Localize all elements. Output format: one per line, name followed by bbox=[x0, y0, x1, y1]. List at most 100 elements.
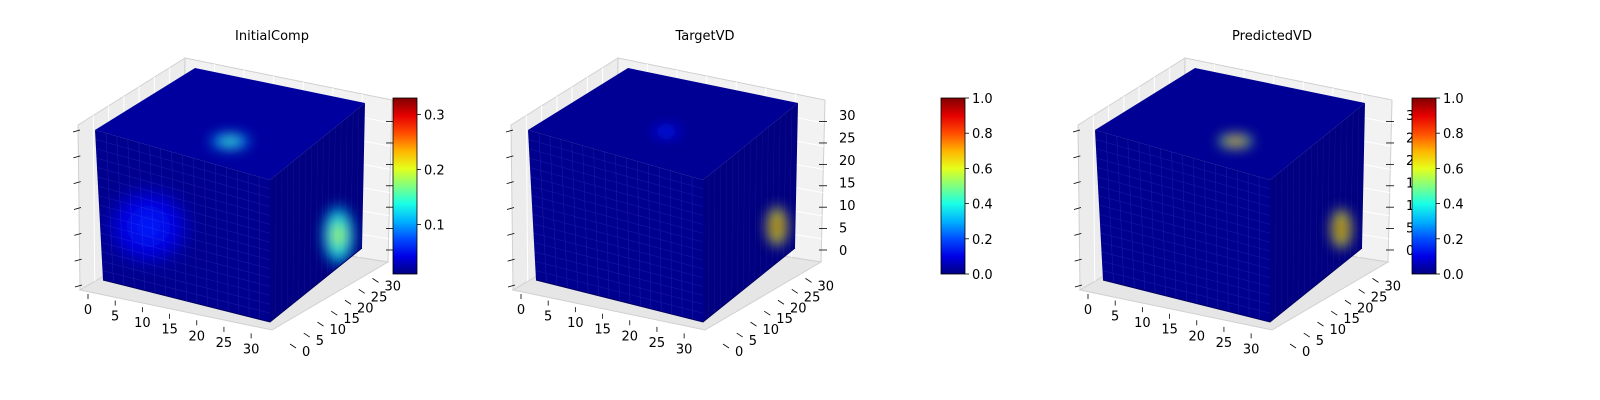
voxel-line bbox=[99, 223, 271, 270]
colorbar-tick-label: 0.0 bbox=[972, 268, 993, 283]
voxel-line bbox=[1100, 242, 1271, 287]
voxel-line bbox=[1097, 185, 1271, 234]
intensity-blob bbox=[97, 178, 200, 275]
grid-line bbox=[1092, 115, 1096, 282]
voxel-line bbox=[1116, 136, 1125, 286]
voxel-line bbox=[1182, 154, 1187, 302]
voxel-line bbox=[95, 139, 271, 190]
y-tick bbox=[289, 343, 297, 349]
voxel-line bbox=[528, 148, 704, 199]
z-tick-label: 5 bbox=[1406, 222, 1414, 237]
cube-edge bbox=[1102, 247, 1363, 323]
voxel-line bbox=[1247, 173, 1250, 317]
voxel-line bbox=[720, 165, 722, 309]
voxel-line bbox=[149, 145, 156, 294]
voxel-line bbox=[350, 112, 354, 258]
left-tick bbox=[74, 258, 82, 262]
voxel-line bbox=[1215, 164, 1219, 309]
left-tick bbox=[1074, 258, 1082, 262]
voxel-line bbox=[1292, 160, 1294, 304]
voxel-line bbox=[116, 136, 125, 286]
y-tick-label: 15 bbox=[1343, 312, 1360, 327]
y-tick-label: 10 bbox=[1330, 323, 1347, 338]
x-tick-label: 5 bbox=[1111, 310, 1119, 325]
colorbar-tick-label: 0.4 bbox=[1443, 198, 1464, 213]
colorbar-tick-label: 1.0 bbox=[972, 92, 993, 107]
intensity-blob bbox=[1327, 203, 1355, 255]
voxel-line bbox=[193, 158, 198, 304]
voxel-line bbox=[292, 160, 294, 304]
voxel-line bbox=[204, 161, 208, 307]
intensity-blob bbox=[204, 130, 256, 153]
voxel-line bbox=[1333, 127, 1336, 272]
voxel-line bbox=[95, 148, 271, 199]
z-tick-label: 10 bbox=[839, 199, 856, 214]
voxel-line bbox=[731, 155, 733, 299]
voxel-line bbox=[777, 117, 781, 262]
panel-initialcomp: InitialComp 0 5 10 15 20 25 30 0510152025300.10… bbox=[72, 29, 445, 360]
voxel-line bbox=[1095, 139, 1271, 190]
cube-face-front bbox=[528, 130, 703, 322]
left-tick bbox=[1072, 129, 1081, 133]
voxel-line bbox=[1098, 195, 1271, 243]
voxel-line bbox=[344, 117, 348, 262]
x-tick-label: 30 bbox=[243, 342, 260, 357]
colorbar: 0.0 0.2 0.4 0.6 0.8 1.0 bbox=[1411, 92, 1464, 283]
voxel-line bbox=[1350, 112, 1354, 258]
cube-face-front bbox=[1095, 130, 1270, 322]
voxel-line bbox=[1160, 148, 1166, 296]
voxel-line bbox=[766, 127, 769, 272]
voxel-line bbox=[1338, 122, 1342, 267]
voxel-line bbox=[1310, 146, 1312, 290]
x-tick-label: 20 bbox=[622, 329, 639, 344]
voxel-line bbox=[534, 260, 704, 305]
voxel-line bbox=[1356, 107, 1360, 253]
voxel-cube bbox=[1095, 68, 1365, 323]
y-tick-label: 15 bbox=[343, 312, 360, 327]
colorbar-gradient bbox=[392, 97, 418, 275]
voxel-line bbox=[96, 157, 271, 207]
left-tick bbox=[1073, 181, 1081, 185]
voxel-line bbox=[1098, 204, 1271, 252]
voxel-grid bbox=[1095, 107, 1360, 320]
x-tick-label: 30 bbox=[1243, 342, 1260, 357]
voxel-line bbox=[338, 122, 342, 267]
voxel-line bbox=[532, 223, 704, 270]
voxel-line bbox=[560, 139, 568, 288]
voxel-line bbox=[99, 214, 271, 261]
colorbar-tick-label: 0.2 bbox=[424, 164, 445, 179]
panel-predictedvd: PredictedVD 0510152025300510152025300510… bbox=[1072, 29, 1464, 360]
panel-title: TargetVD bbox=[674, 29, 734, 44]
x-tick-label: 5 bbox=[544, 310, 552, 325]
voxel-line bbox=[236, 170, 239, 315]
x-tick-label: 10 bbox=[567, 316, 584, 331]
voxel-line bbox=[529, 157, 704, 207]
voxel-line bbox=[531, 195, 704, 243]
y-tick bbox=[805, 278, 812, 283]
voxel-line bbox=[637, 161, 641, 307]
voxel-line bbox=[310, 146, 312, 290]
colorbar-tick-label: 1.0 bbox=[1443, 92, 1464, 107]
voxel-line bbox=[333, 127, 336, 272]
x-tick-label: 10 bbox=[134, 316, 151, 331]
y-tick-label: 30 bbox=[818, 279, 835, 294]
voxel-line bbox=[127, 139, 135, 288]
y-tick bbox=[750, 321, 757, 327]
colorbar-tick-label: 0.3 bbox=[424, 109, 445, 124]
voxel-grid bbox=[528, 107, 793, 320]
voxel-line bbox=[1102, 270, 1271, 314]
voxel-line bbox=[571, 142, 579, 291]
voxel-line bbox=[1171, 151, 1177, 299]
z-tick-label: 25 bbox=[839, 132, 856, 147]
y-tick-label: 0 bbox=[735, 345, 743, 360]
voxel-line bbox=[1204, 161, 1208, 307]
left-tick bbox=[505, 129, 514, 133]
y-tick-label: 0 bbox=[302, 345, 310, 360]
y-tick-label: 30 bbox=[385, 279, 402, 294]
y-tick-label: 20 bbox=[1357, 301, 1374, 316]
voxel-line bbox=[105, 133, 114, 283]
voxel-line bbox=[680, 173, 683, 317]
left-tick bbox=[1074, 284, 1083, 288]
voxel-line bbox=[1258, 176, 1260, 320]
voxel-line bbox=[1298, 155, 1300, 299]
